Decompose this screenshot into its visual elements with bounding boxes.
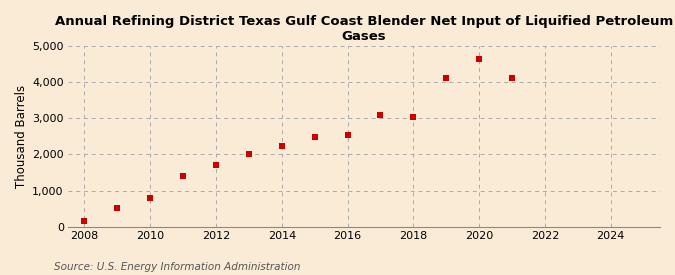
Point xyxy=(178,174,188,178)
Point xyxy=(144,196,155,201)
Point xyxy=(375,113,386,117)
Point xyxy=(342,133,353,138)
Point xyxy=(276,144,287,148)
Title: Annual Refining District Texas Gulf Coast Blender Net Input of Liquified Petrole: Annual Refining District Texas Gulf Coas… xyxy=(55,15,673,43)
Point xyxy=(244,152,254,156)
Point xyxy=(507,76,518,80)
Text: Source: U.S. Energy Information Administration: Source: U.S. Energy Information Administ… xyxy=(54,262,300,272)
Y-axis label: Thousand Barrels: Thousand Barrels xyxy=(15,85,28,188)
Point xyxy=(441,76,452,80)
Point xyxy=(211,163,221,167)
Point xyxy=(112,206,123,210)
Point xyxy=(408,115,418,119)
Point xyxy=(309,135,320,139)
Point xyxy=(79,219,90,223)
Point xyxy=(474,56,485,61)
